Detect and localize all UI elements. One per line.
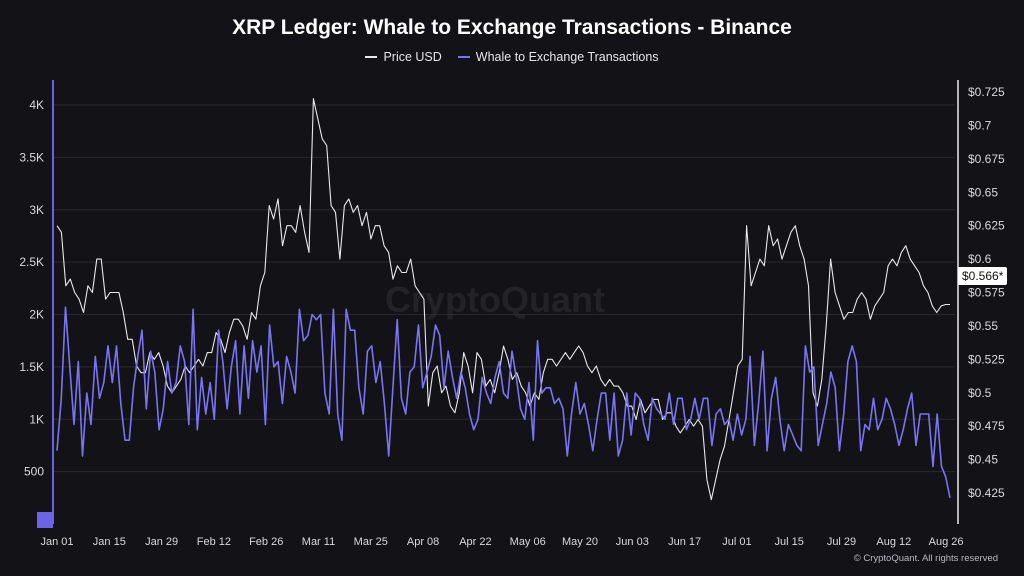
right-tick-label: $0.425 bbox=[968, 486, 1005, 500]
x-tick-label: Apr 22 bbox=[459, 536, 491, 548]
x-tick-label: Jan 15 bbox=[93, 536, 126, 548]
watermark: CryptoQuant bbox=[385, 279, 605, 320]
x-tick-label: Mar 25 bbox=[354, 536, 388, 548]
x-tick-label: Jul 01 bbox=[722, 536, 751, 548]
legend-label-whale: Whale to Exchange Transactions bbox=[475, 50, 659, 64]
right-tick-label: $0.525 bbox=[968, 352, 1005, 366]
x-tick-label: Feb 26 bbox=[249, 536, 283, 548]
left-tick-label: 1K bbox=[29, 412, 44, 426]
legend-item-whale[interactable]: Whale to Exchange Transactions bbox=[457, 50, 659, 64]
right-tick-label: $0.725 bbox=[968, 85, 1005, 99]
left-tick-label: 2.5K bbox=[19, 255, 44, 269]
legend-swatch-price bbox=[365, 56, 378, 58]
price-usd-line bbox=[56, 98, 950, 501]
current-price-badge: $0.566* bbox=[958, 267, 1008, 285]
right-tick-label: $0.675 bbox=[968, 152, 1005, 166]
right-tick-label: $0.475 bbox=[968, 419, 1005, 433]
left-tick-label: 4K bbox=[29, 98, 44, 112]
left-tick-label: 1.5K bbox=[19, 360, 44, 374]
x-tick-label: May 06 bbox=[510, 536, 546, 548]
legend-label-price: Price USD bbox=[383, 50, 442, 64]
left-tick-label: 3.5K bbox=[19, 150, 44, 164]
whale-transactions-line bbox=[56, 306, 951, 498]
x-tick-label: Apr 08 bbox=[407, 536, 439, 548]
x-tick-label: Aug 12 bbox=[876, 536, 911, 548]
right-tick-label: $0.5 bbox=[968, 386, 992, 400]
x-tick-label: Jan 29 bbox=[145, 536, 178, 548]
right-tick-label: $0.65 bbox=[968, 185, 998, 199]
x-tick-label: Feb 12 bbox=[197, 536, 231, 548]
right-tick-label: $0.7 bbox=[968, 118, 992, 132]
legend-swatch-whale bbox=[457, 56, 470, 58]
right-tick-label: $0.45 bbox=[968, 453, 998, 467]
x-tick-label: Jul 29 bbox=[827, 536, 856, 548]
right-tick-label: $0.625 bbox=[968, 219, 1005, 233]
left-tick-label: 3K bbox=[29, 203, 44, 217]
left-tick-label: 2K bbox=[29, 308, 44, 322]
chart-title: XRP Ledger: Whale to Exchange Transactio… bbox=[232, 16, 792, 39]
x-tick-label: Jun 03 bbox=[616, 536, 649, 548]
x-tick-label: Jan 01 bbox=[40, 536, 73, 548]
x-tick-label: May 20 bbox=[562, 536, 598, 548]
left-tick-label: 500 bbox=[24, 465, 44, 479]
copyright-credit: © CryptoQuant. All rights reserved bbox=[853, 553, 998, 564]
x-tick-label: Mar 11 bbox=[302, 536, 335, 548]
legend-item-price[interactable]: Price USD bbox=[365, 50, 442, 64]
x-tick-label: Aug 26 bbox=[929, 536, 964, 548]
right-tick-label: $0.575 bbox=[968, 286, 1005, 300]
x-tick-label: Jun 17 bbox=[668, 536, 701, 548]
left-axis-current-marker bbox=[37, 512, 53, 528]
x-tick-label: Jul 15 bbox=[775, 536, 804, 548]
right-tick-label: $0.55 bbox=[968, 319, 998, 333]
right-tick-label: $0.6 bbox=[968, 252, 992, 266]
chart-legend: Price USD Whale to Exchange Transactions bbox=[0, 50, 1024, 64]
